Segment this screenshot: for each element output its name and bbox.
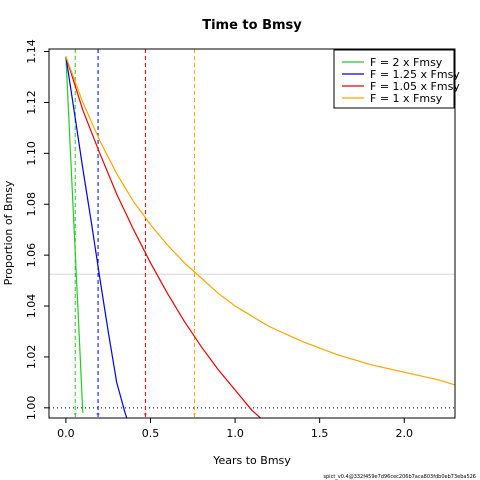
time-to-bmsy-marker-3: * [144, 412, 148, 420]
x-tick-label: 2.0 [396, 427, 414, 440]
time-to-bmsy-marker-2: * [96, 412, 100, 420]
series-line-2 [65, 56, 128, 418]
x-axis-title: Years to Bmsy [212, 454, 291, 467]
series-line-4 [65, 56, 455, 386]
y-tick-label: 1.08 [25, 192, 38, 217]
y-tick-label: 1.10 [25, 141, 38, 166]
y-tick-label: 1.12 [25, 90, 38, 115]
version-footer: spict_v0.4@332f459e7d96cec206b7aca803fdb… [323, 474, 476, 480]
y-tick-label: 1.00 [25, 396, 38, 421]
time-to-bmsy-marker-4: * [193, 412, 197, 420]
y-tick-label: 1.06 [25, 243, 38, 268]
series-line-1 [65, 56, 84, 413]
chart-title: Time to Bmsy [202, 18, 302, 33]
legend-label-1: F = 2 x Fmsy [370, 56, 443, 69]
plot-area: * * * * 0.0 0.5 1.0 1.5 2.0 1.00 1.02 1.04 1.06 1.08 1… [25, 39, 456, 440]
y-axis-title: Proportion of Bmsy [2, 180, 15, 285]
series-group: * * * * [49, 49, 455, 420]
x-tick-label: 1.0 [226, 427, 244, 440]
y-tick-label: 1.14 [25, 39, 38, 64]
series-line-3 [65, 56, 261, 418]
legend-label-4: F = 1 x Fmsy [370, 92, 443, 105]
time-to-bmsy-marker-1: * [73, 412, 77, 420]
y-tick-label: 1.02 [25, 345, 38, 370]
x-tick-label: 0.0 [57, 427, 75, 440]
y-tick-label: 1.04 [25, 294, 38, 319]
plot-frame [48, 48, 456, 419]
x-tick-label: 0.5 [142, 427, 160, 440]
legend-label-2: F = 1.25 x Fmsy [370, 68, 460, 81]
x-tick-label: 1.5 [311, 427, 329, 440]
legend-label-3: F = 1.05 x Fmsy [370, 80, 460, 93]
